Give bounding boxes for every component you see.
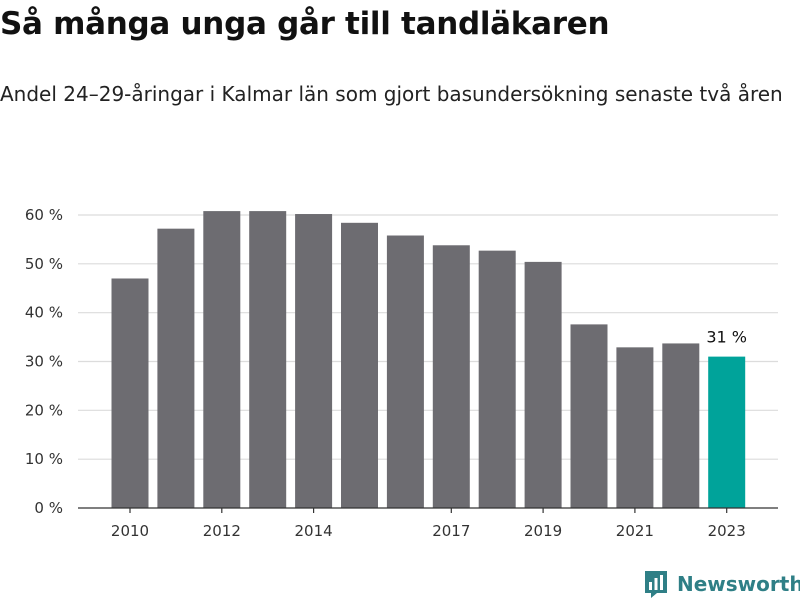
x-tick-label: 2023 <box>708 522 746 540</box>
data-label: 31 % <box>706 328 747 347</box>
grid-lines <box>78 214 778 460</box>
brand-name: Newsworthy <box>677 572 800 596</box>
newsworthy-logo-icon <box>643 569 669 599</box>
bar-2017 <box>432 245 470 508</box>
bar-2013 <box>249 211 287 509</box>
y-tick-label: 50 % <box>25 255 63 273</box>
y-tick-label: 10 % <box>25 450 63 468</box>
bar-2020 <box>570 324 608 508</box>
bar-2016 <box>386 235 424 508</box>
bar-2010 <box>111 278 149 508</box>
bar-2021 <box>616 347 654 508</box>
x-tick-label: 2012 <box>203 522 241 540</box>
bar-2019 <box>524 261 562 508</box>
x-tick-label: 2021 <box>616 522 654 540</box>
x-tick-label: 2017 <box>432 522 470 540</box>
bar-2014 <box>295 214 333 509</box>
y-axis: 0 % 10 % 20 % 30 % 40 % 50 % 60 % <box>25 206 63 517</box>
bar-2012 <box>203 211 241 509</box>
y-tick-label: 60 % <box>25 206 63 224</box>
bar-2011 <box>157 228 195 508</box>
newsworthy-brand: Newsworthy <box>643 568 800 600</box>
bar-2023 <box>708 356 746 508</box>
y-tick-label: 0 % <box>34 499 63 517</box>
bar-2022 <box>662 343 700 508</box>
bars <box>111 211 746 509</box>
data-labels: 31 % <box>706 328 747 347</box>
y-tick-label: 20 % <box>25 401 63 419</box>
y-tick-label: 40 % <box>25 304 63 322</box>
bar-2015 <box>341 222 378 508</box>
y-tick-label: 30 % <box>25 353 63 371</box>
x-tick-label: 2019 <box>524 522 562 540</box>
x-tick-label: 2014 <box>295 522 333 540</box>
bar-2018 <box>478 250 516 509</box>
x-axis: 2010 2012 2014 2017 2019 2021 2023 <box>78 507 778 540</box>
x-tick-label: 2010 <box>111 522 149 540</box>
chart-title: Så många unga går till tandläkaren <box>0 6 610 42</box>
chart-subtitle: Andel 24–29-åringar i Kalmar län som gjo… <box>0 82 783 106</box>
